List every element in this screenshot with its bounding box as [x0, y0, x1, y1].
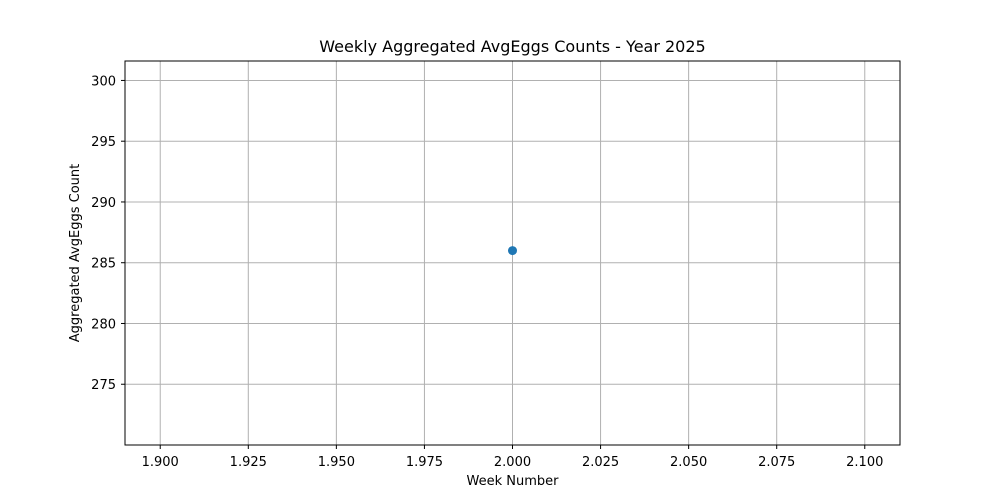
x-tick-label: 1.925: [230, 455, 267, 470]
y-axis-label: Aggregated AvgEggs Count: [68, 164, 83, 342]
x-tick-label: 2.050: [670, 455, 707, 470]
y-tick-label: 275: [91, 378, 116, 393]
y-tick-label: 280: [91, 317, 116, 332]
x-tick-label: 2.100: [846, 455, 883, 470]
x-tick-label: 1.950: [318, 455, 355, 470]
x-tick-label: 2.075: [758, 455, 795, 470]
data-point: [508, 246, 517, 256]
data-points: [508, 246, 517, 256]
x-axis-label: Week Number: [467, 474, 560, 489]
y-tick-label: 285: [91, 257, 116, 272]
x-tick-label: 2.025: [582, 455, 619, 470]
y-tick-label: 290: [91, 196, 116, 211]
axis-ticks: 1.900 1.925 1.950 1.975 2.000 2.025 2.050 2.075…: [91, 74, 883, 470]
grid: [125, 61, 900, 445]
y-tick-label: 295: [91, 135, 116, 150]
x-tick-label: 2.000: [494, 455, 531, 470]
x-tick-label: 1.975: [406, 455, 443, 470]
x-tick-label: 1.900: [142, 455, 179, 470]
y-tick-label: 300: [91, 74, 116, 89]
chart-title: Weekly Aggregated AvgEggs Counts - Year …: [319, 37, 705, 56]
